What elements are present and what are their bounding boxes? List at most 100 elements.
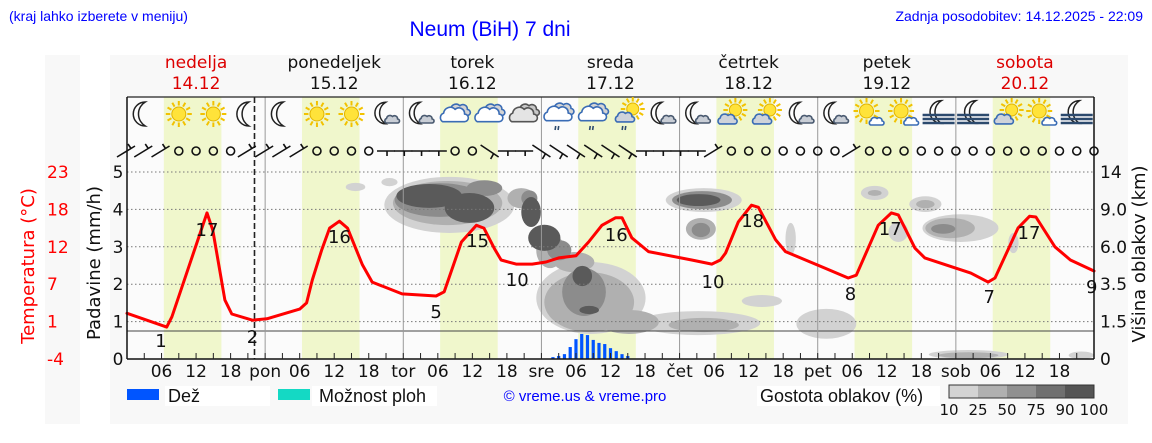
sun-ray bbox=[182, 102, 187, 108]
calm-circle bbox=[329, 146, 340, 156]
weather-icon-cloud bbox=[474, 103, 506, 123]
weather-icon-sun bbox=[303, 101, 330, 127]
calm-circle bbox=[812, 146, 823, 156]
calm-circle bbox=[1037, 146, 1047, 156]
rain-legend-label: Dež bbox=[168, 386, 200, 406]
temperature-extreme-label: 8 bbox=[845, 284, 856, 305]
sun-icon bbox=[303, 101, 330, 127]
day-name: sobota bbox=[996, 53, 1054, 73]
menu-hint[interactable]: (kraj lahko izberete v meniju) bbox=[9, 8, 188, 24]
sun-ray bbox=[873, 103, 879, 108]
cloud-icon bbox=[614, 111, 636, 123]
calm-circle bbox=[174, 146, 184, 156]
barb-tick bbox=[282, 143, 288, 149]
cloud-blob bbox=[785, 222, 796, 256]
sun-icon bbox=[165, 101, 192, 127]
calm-wind-icon bbox=[363, 146, 374, 156]
sun-ray bbox=[182, 120, 187, 126]
temp-axis-panel bbox=[45, 55, 80, 424]
weather-icon-cloud-drizzle bbox=[577, 102, 610, 131]
legend: Dež Možnost ploh © vreme.us & vreme.pro … bbox=[127, 384, 1109, 419]
calm-wind-icon bbox=[881, 146, 892, 156]
sun-ray bbox=[772, 99, 777, 105]
sun-ray bbox=[738, 99, 743, 105]
calm-circle bbox=[951, 146, 961, 156]
barb-tick bbox=[714, 143, 719, 149]
weather-icon-sun-cloud-drizzle bbox=[614, 97, 645, 131]
wind-barb-icon bbox=[289, 143, 309, 158]
density-scale-label: 50 bbox=[997, 401, 1016, 419]
precip-tick-label: 5 bbox=[113, 163, 124, 183]
cloud-height-tick-label: 1.5 bbox=[1100, 313, 1127, 333]
day-name: torek bbox=[450, 53, 494, 73]
x-tick-label: 18 bbox=[496, 362, 518, 382]
barb-shaft bbox=[133, 145, 153, 158]
barb-tick bbox=[628, 153, 633, 160]
calm-wind-icon bbox=[1054, 146, 1065, 156]
calm-circle bbox=[191, 146, 201, 156]
x-tick-label: 18 bbox=[220, 362, 242, 382]
calm-wind-icon bbox=[985, 146, 996, 156]
sun-ray bbox=[205, 102, 210, 108]
cloud-icon bbox=[508, 106, 539, 123]
calm-circle bbox=[450, 146, 460, 156]
sun-ray bbox=[1004, 99, 1009, 105]
calm-circle bbox=[761, 146, 771, 156]
wind-barb-icon bbox=[515, 150, 534, 156]
calm-wind-icon bbox=[346, 146, 357, 156]
cloud-height-tick-label: 6.0 bbox=[1100, 238, 1127, 258]
sun-ray bbox=[323, 117, 329, 122]
rain-legend-bg bbox=[165, 386, 270, 406]
moon-icon bbox=[236, 101, 252, 127]
weather-icon-cloud bbox=[439, 103, 472, 123]
wind-barb-icon bbox=[411, 150, 430, 156]
cloud-density-scale: 10 25 50 75 90 100 bbox=[939, 384, 1109, 419]
copyright-link[interactable]: © vreme.us & vreme.pro bbox=[504, 388, 667, 405]
density-scale-label: 75 bbox=[1026, 401, 1045, 419]
precip-tick-label: 0 bbox=[113, 350, 124, 370]
cloud-icon bbox=[798, 114, 815, 124]
sun-ray bbox=[344, 120, 349, 126]
calm-circle bbox=[1071, 146, 1082, 156]
calm-circle bbox=[968, 146, 978, 156]
weather-icons-row bbox=[132, 97, 1093, 131]
weather-icon-moon-fog bbox=[922, 99, 955, 125]
wind-barb-icon bbox=[687, 150, 706, 156]
precip-tick-label: 3 bbox=[113, 238, 124, 258]
density-scale-label: 100 bbox=[1080, 401, 1109, 419]
calm-circle bbox=[208, 146, 219, 156]
wind-row bbox=[116, 143, 1099, 160]
precip-bar bbox=[614, 351, 618, 359]
sun-ray bbox=[1042, 99, 1047, 105]
calm-wind-icon bbox=[208, 146, 219, 156]
cloud-height-axis-title: Višina oblakov (km) bbox=[1129, 165, 1150, 342]
weather-icon-sun-small-cloud bbox=[1026, 98, 1058, 126]
sun-ray bbox=[201, 106, 207, 111]
temperature-tick-label: 7 bbox=[47, 275, 58, 295]
showers-legend-label: Možnost ploh bbox=[319, 386, 426, 406]
sun-ray bbox=[904, 99, 909, 105]
wind-barb-icon bbox=[566, 144, 586, 160]
gridlines bbox=[127, 171, 1094, 332]
sun-ray bbox=[763, 99, 768, 105]
moon-icon bbox=[408, 101, 423, 125]
sun-ray bbox=[354, 102, 359, 108]
cloud-icon bbox=[993, 113, 1015, 125]
sun-ray bbox=[205, 120, 210, 126]
barb-shaft bbox=[116, 145, 136, 158]
cloud-blob bbox=[796, 308, 857, 339]
day-date: 16.12 bbox=[448, 74, 497, 94]
sun-ray bbox=[859, 117, 864, 123]
sun-disc bbox=[1031, 103, 1047, 119]
showers-legend-swatch bbox=[278, 389, 310, 400]
cloud-height-tick-label: 3.5 bbox=[1100, 275, 1127, 295]
cloud-icon bbox=[694, 114, 712, 124]
sun-ray bbox=[638, 111, 644, 116]
cloud-icon bbox=[717, 113, 738, 125]
sun-ray bbox=[741, 112, 747, 117]
temperature-tick-label: 23 bbox=[47, 163, 69, 183]
precip-bar bbox=[585, 335, 590, 359]
sun-ray bbox=[625, 98, 630, 104]
calm-circle bbox=[778, 146, 788, 156]
precip-bar bbox=[574, 339, 578, 359]
